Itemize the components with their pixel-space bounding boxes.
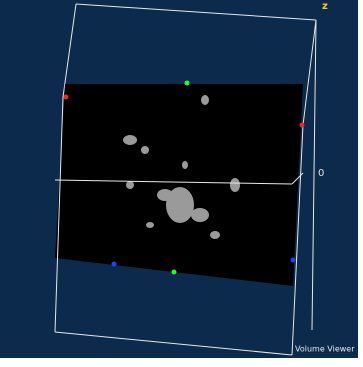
blob (210, 231, 220, 239)
blob (141, 146, 149, 154)
z-marker (112, 262, 117, 267)
blob (201, 95, 209, 105)
blob (157, 189, 173, 201)
tick-label: 0 (318, 168, 324, 179)
blob (230, 178, 240, 192)
blob (182, 161, 188, 169)
blob (123, 135, 137, 145)
z-marker (291, 258, 296, 263)
y-marker (185, 81, 190, 86)
y-marker (172, 270, 177, 275)
x-marker (64, 95, 69, 100)
x-marker (300, 123, 305, 128)
volume-viewer: z 0 Volume Viewer (0, 0, 363, 367)
axis-label: z (322, 1, 328, 12)
viewer-caption: Volume Viewer (295, 345, 355, 354)
blob (126, 181, 134, 189)
page: {"viewer": {"axis_label": "z", "tick_lab… (0, 0, 363, 367)
volume-slice (55, 84, 303, 286)
blob (146, 222, 154, 228)
blob (191, 208, 209, 222)
